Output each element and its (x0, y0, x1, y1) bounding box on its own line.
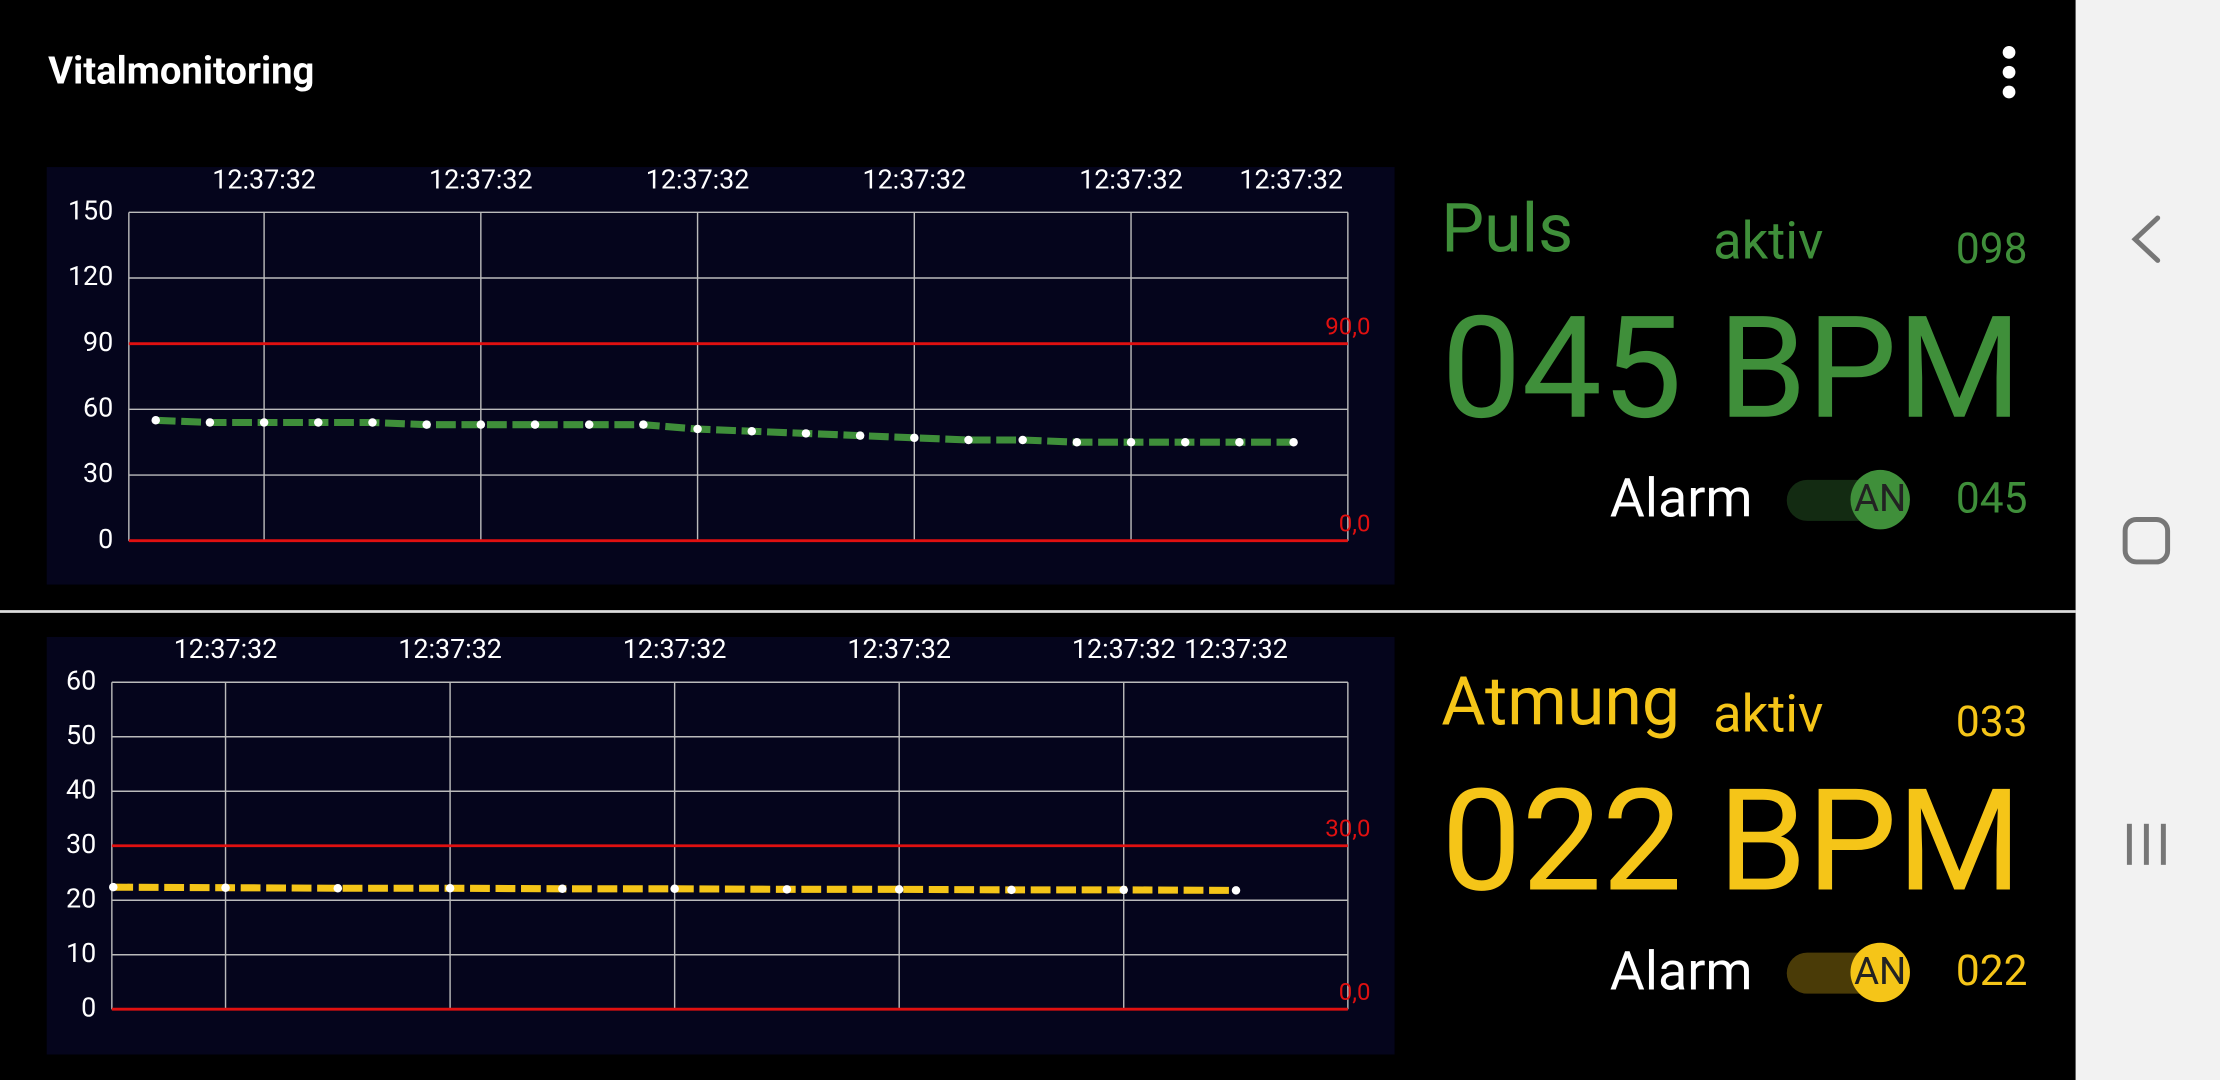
alarm-toggle[interactable]: AN (1786, 469, 1910, 530)
panel-status: aktiv (1713, 682, 1823, 744)
y-tick-label: 60 (66, 664, 96, 696)
threshold-label: 30,0 (1325, 815, 1370, 843)
data-point (1072, 437, 1082, 447)
data-point (333, 884, 343, 893)
data-point (1231, 886, 1241, 895)
y-tick-label: 0 (98, 523, 113, 555)
menu-dot (2002, 85, 2016, 99)
data-point (1119, 885, 1128, 895)
panel-label: Atmung (1441, 661, 1680, 741)
y-tick-label: 10 (66, 937, 96, 969)
data-point (259, 418, 269, 427)
y-tick-label: 0 (81, 991, 96, 1023)
x-tick-label: 12:37:32 (862, 163, 966, 195)
data-point (476, 420, 486, 429)
x-tick-label: 12:37:32 (646, 163, 750, 195)
nav-recents[interactable] (2126, 823, 2166, 865)
nav-bar (2075, 0, 2220, 1080)
data-point (639, 420, 648, 429)
x-tick-label: 12:37:32 (1072, 633, 1176, 665)
app-title: Vitalmonitoring (48, 50, 314, 94)
menu-dot (2002, 46, 2016, 59)
data-point (109, 882, 118, 892)
x-tick-label: 12:37:32 (1079, 163, 1183, 195)
alarm-label: Alarm (1610, 940, 1753, 1003)
data-point (670, 884, 679, 894)
data-point (221, 883, 230, 892)
data-point (894, 885, 904, 894)
toggle-label: AN (1854, 477, 1906, 521)
y-tick-label: 20 (66, 882, 96, 914)
upper-limit: 033 (1956, 698, 2028, 747)
y-tick-label: 50 (66, 719, 96, 751)
data-point (151, 416, 160, 425)
x-tick-label: 12:37:32 (398, 633, 502, 665)
y-tick-label: 60 (83, 391, 113, 423)
nav-home[interactable] (2122, 516, 2171, 565)
x-tick-label: 12:37:32 (1184, 633, 1288, 665)
data-point (530, 420, 540, 429)
data-point (314, 418, 323, 427)
data-point (1180, 437, 1190, 447)
x-tick-label: 12:37:32 (429, 163, 533, 195)
data-point (1018, 435, 1027, 445)
menu-button[interactable] (2002, 46, 2016, 99)
alarm-label: Alarm (1610, 468, 1753, 531)
data-point (1007, 885, 1016, 895)
nav-back[interactable] (2131, 215, 2161, 263)
y-tick-label: 120 (68, 260, 113, 292)
panel-status: aktiv (1713, 210, 1823, 272)
menu-dot (2002, 65, 2016, 79)
data-point (445, 884, 455, 893)
y-tick-label: 90 (83, 326, 113, 358)
data-point (558, 884, 567, 894)
x-tick-label: 12:37:32 (212, 163, 316, 195)
threshold-label: 0,0 (1339, 978, 1371, 1006)
data-point (584, 420, 594, 429)
data-point (1289, 437, 1298, 447)
x-tick-label: 12:37:32 (623, 633, 727, 665)
upper-limit: 098 (1956, 225, 2028, 274)
y-tick-label: 30 (83, 457, 113, 489)
alarm-toggle[interactable]: AN (1786, 942, 1910, 1003)
data-point (1235, 437, 1244, 447)
data-point (801, 429, 811, 438)
x-tick-label: 12:37:32 (174, 633, 278, 665)
data-line (155, 416, 1294, 446)
reading: 045 BPM (1441, 286, 2021, 452)
data-point (693, 424, 702, 434)
lower-limit: 045 (1956, 474, 2028, 523)
data-point (1126, 437, 1136, 447)
data-point (205, 418, 215, 427)
panel-label: Puls (1441, 189, 1573, 269)
y-tick-label: 40 (66, 773, 96, 805)
y-tick-label: 30 (66, 828, 96, 860)
data-point (964, 435, 973, 445)
lower-limit: 022 (1956, 947, 2028, 996)
data-point (368, 418, 377, 427)
plot-background (46, 167, 1395, 585)
data-point (855, 431, 865, 440)
x-tick-label: 12:37:32 (847, 633, 951, 665)
toggle-knob (1850, 469, 1910, 530)
threshold-label: 90,0 (1325, 312, 1370, 340)
data-point (910, 433, 919, 443)
toggle-label: AN (1854, 950, 1906, 994)
reading: 022 BPM (1441, 759, 2021, 925)
data-point (422, 420, 431, 429)
toggle-knob (1850, 942, 1910, 1003)
y-tick-label: 150 (68, 194, 113, 226)
data-point (782, 885, 792, 894)
data-point (747, 426, 757, 436)
threshold-label: 0,0 (1339, 509, 1371, 537)
x-tick-label: 12:37:32 (1239, 163, 1343, 195)
